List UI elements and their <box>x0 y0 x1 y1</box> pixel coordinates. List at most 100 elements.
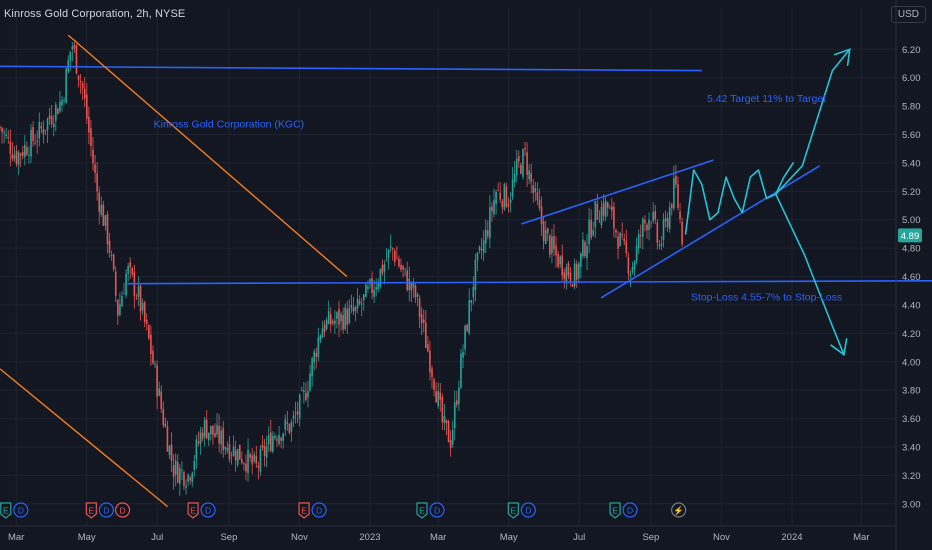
candle-body <box>425 322 427 348</box>
candle-body <box>79 80 82 83</box>
dividend-event-icon: D <box>622 502 638 518</box>
event-marker-shape <box>0 502 12 519</box>
candle-body <box>179 467 181 484</box>
candle-body <box>104 215 107 226</box>
candle-body <box>276 438 278 441</box>
candle-body <box>553 235 555 250</box>
candle-body <box>338 308 340 325</box>
candle-body <box>400 265 402 270</box>
candle-body <box>453 402 456 428</box>
candle-body <box>652 212 654 222</box>
candle-body <box>325 320 328 329</box>
candle-body <box>278 434 280 444</box>
candle-body <box>162 408 165 426</box>
candle-body <box>19 153 22 156</box>
candle-body <box>439 392 442 400</box>
candle-body <box>518 156 520 162</box>
candle-body <box>379 268 382 286</box>
candle-body <box>247 449 249 474</box>
event-marker-letter: E <box>3 505 9 515</box>
candle-body <box>284 419 287 430</box>
candle-body <box>420 314 423 324</box>
candle-body <box>608 207 611 209</box>
price-tick-label: 5.00 <box>902 215 921 226</box>
candle-body <box>573 263 576 287</box>
candle-body <box>646 224 648 231</box>
candle-body <box>577 263 580 279</box>
candle-body <box>569 272 572 282</box>
candle-body <box>336 312 338 319</box>
candle-body <box>491 206 493 212</box>
candle-body <box>40 126 43 129</box>
candle-body <box>253 454 256 462</box>
candle-body <box>189 477 191 481</box>
candle-body <box>460 353 462 388</box>
time-tick-label: Nov <box>713 532 730 543</box>
candle-body <box>524 148 526 150</box>
candle-body <box>176 462 179 483</box>
candle-body <box>36 141 39 143</box>
currency-button[interactable]: USD <box>890 6 926 23</box>
candle-body <box>311 358 313 377</box>
candle-body <box>590 219 592 238</box>
candle-body <box>606 202 609 208</box>
trend-line-orange <box>67 34 348 278</box>
candle-body <box>503 183 506 209</box>
candle-body <box>344 307 346 329</box>
price-tick-label: 6.00 <box>902 73 921 84</box>
candle-body <box>451 429 454 445</box>
candle-body <box>660 243 663 246</box>
candle-body <box>654 211 657 220</box>
candle-body <box>46 118 49 131</box>
candle-body <box>172 465 175 477</box>
candle-body <box>358 300 361 304</box>
candle-body <box>389 246 392 248</box>
candle-body <box>294 413 297 415</box>
trend-line-blue <box>600 165 821 299</box>
candle-body <box>637 234 640 249</box>
candle-body <box>216 424 218 435</box>
candle-body <box>236 448 239 465</box>
price-tick-label: 6.20 <box>902 45 921 56</box>
candle-body <box>164 423 167 427</box>
dividend-event-icon: D <box>98 502 114 518</box>
candle-body <box>238 444 241 460</box>
candle-body <box>551 236 553 254</box>
candle-body <box>228 443 231 460</box>
candle-body <box>662 219 665 240</box>
candle-body <box>313 351 315 363</box>
event-marker-shape <box>507 502 519 519</box>
candle-body <box>493 199 495 215</box>
time-axis[interactable]: Mar May Jul Sep Nov 2023 Mar May Jul Sep Nov 2024 Ma… <box>0 525 896 543</box>
candle-body <box>513 173 516 182</box>
candle-body <box>137 286 140 297</box>
candle-body <box>580 253 582 267</box>
candle-body <box>584 242 586 257</box>
candle-body <box>286 422 289 424</box>
dividend-event-icon: D <box>200 502 216 518</box>
dividend-event-icon: D <box>114 502 131 518</box>
candle-body <box>354 307 357 312</box>
candle-body <box>515 158 518 176</box>
candle-body <box>214 433 216 437</box>
candle-body <box>135 297 138 299</box>
candle-body <box>181 469 183 472</box>
candle-body <box>487 230 489 236</box>
candle-body <box>470 299 473 303</box>
price-axis[interactable]: 3.00 3.20 3.40 3.60 3.80 4.00 4.20 4.40 4.60 4.80… <box>895 0 922 550</box>
candle-body <box>63 100 65 102</box>
time-tick-label: Mar <box>430 532 446 543</box>
event-marker-letter: D <box>119 505 125 515</box>
candle-body <box>402 265 404 270</box>
split-event-icon: ⚡ <box>671 502 687 518</box>
candle-body <box>385 259 388 261</box>
projection-wave <box>684 162 794 235</box>
candle-body <box>348 307 351 323</box>
candle-body <box>143 302 146 323</box>
candle-body <box>342 315 344 330</box>
candle-body <box>431 368 433 377</box>
candle-body <box>187 474 189 482</box>
candle-body <box>255 456 258 464</box>
